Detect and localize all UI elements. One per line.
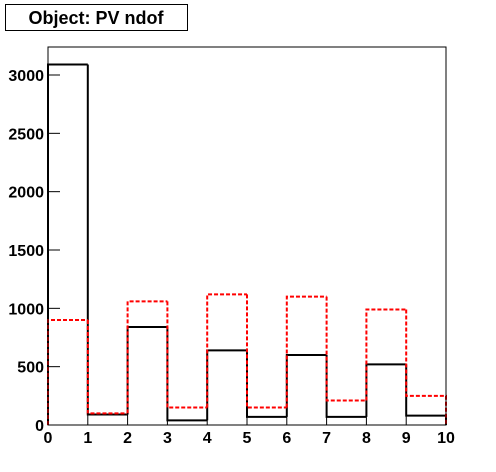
y-tick-label: 2000 (8, 185, 44, 202)
x-tick-label: 1 (83, 430, 92, 447)
chart-title: Object: PV ndof (29, 8, 165, 28)
histogram-bin (246, 294, 287, 409)
title-box (5, 4, 188, 31)
x-tick-label: 2 (123, 430, 132, 447)
x-tick-label: 7 (322, 430, 331, 447)
histogram-bin (285, 295, 327, 408)
histogram-bin (285, 354, 327, 417)
histogram-bin (206, 293, 247, 408)
x-tick-label: 5 (243, 430, 252, 447)
y-tick-label: 1000 (8, 301, 44, 318)
x-tick-label: 0 (44, 430, 53, 447)
x-tick-label: 6 (282, 430, 291, 447)
histogram-bin (325, 296, 367, 402)
y-tick-label: 3000 (8, 68, 44, 85)
y-tick-label: 2500 (8, 126, 44, 143)
x-tick-label: 4 (203, 430, 212, 447)
y-tick-label: 1500 (8, 243, 44, 260)
histogram-bin (126, 300, 168, 414)
x-tick-label: 10 (437, 430, 455, 447)
x-tick-label: 8 (362, 430, 371, 447)
y-tick-label: 500 (17, 360, 44, 377)
histogram-bin (166, 301, 208, 409)
x-tick-label: 3 (163, 430, 172, 447)
y-tick-label: 0 (35, 418, 44, 435)
histogram-bin (365, 308, 407, 401)
x-tick-label: 9 (402, 430, 411, 447)
